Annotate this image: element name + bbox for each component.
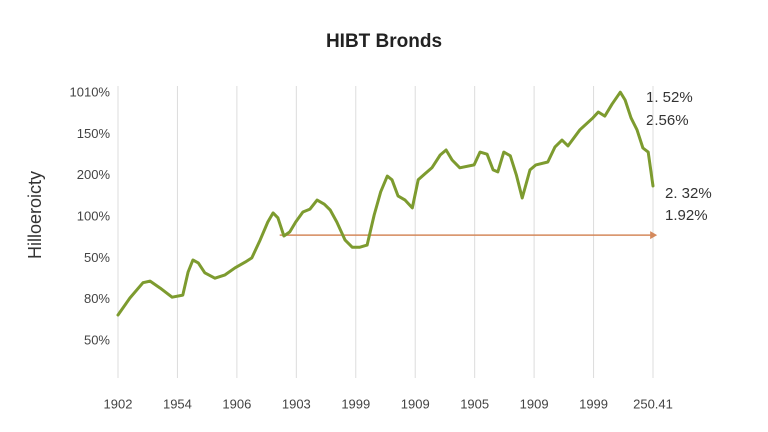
annotation: 1. 52% [646,89,693,106]
y-axis-label: Hilloeroicty [25,171,45,259]
x-tick-label: 1909 [401,396,430,411]
x-tick-label: 1999 [341,396,370,411]
x-tick-label: 250.41 [633,396,673,411]
x-tick-label: 1909 [520,396,549,411]
x-tick-label: 1906 [222,396,251,411]
data-line [116,90,655,317]
x-tick-label: 1902 [104,396,133,411]
x-tick-label: 1954 [163,396,192,411]
annotation: 2. 32% [665,185,712,202]
y-tick-label: 80% [84,291,110,306]
y-tick-label: 100% [77,208,111,223]
x-tick-label: 1903 [282,396,311,411]
y-tick-label: 50% [84,332,110,347]
annotation: 2.56% [646,112,689,129]
y-tick-label: 200% [77,167,111,182]
annotation: 1.92% [665,207,708,224]
y-tick-label: 50% [84,250,110,265]
reference-arrow [650,231,658,240]
y-tick-label: 1010% [70,84,111,99]
chart-title: HIBT Bronds [326,31,442,52]
y-tick-label: 150% [77,126,111,141]
x-tick-label: 1999 [579,396,608,411]
x-tick-label: 1905 [460,396,489,411]
